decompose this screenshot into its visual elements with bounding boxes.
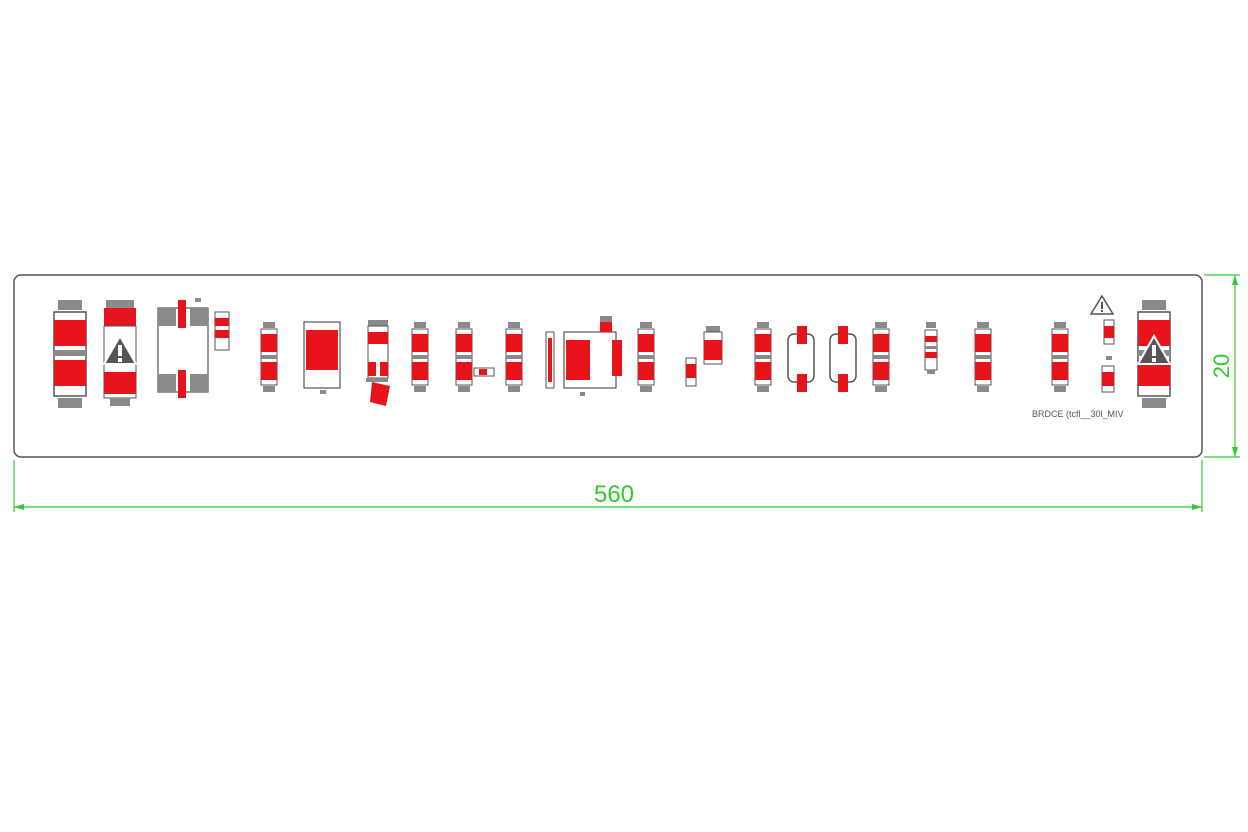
- width-label: 560: [594, 481, 634, 508]
- bracket-component-1: [787, 326, 815, 392]
- block-component: [303, 321, 341, 394]
- thin-component: [924, 322, 938, 374]
- component-1: [260, 321, 278, 393]
- big-component-left: [53, 299, 87, 409]
- component-with-warning: [103, 300, 137, 406]
- connector-component: [366, 320, 390, 406]
- frame-component: [157, 298, 209, 398]
- component-3: [505, 321, 523, 393]
- width-dimension: 560: [13, 460, 1203, 512]
- component-2: [411, 321, 429, 393]
- small-parts-with-warning: [1090, 295, 1115, 393]
- short-component: [703, 326, 723, 365]
- big-component-right: [1137, 299, 1171, 409]
- component-5: [754, 321, 772, 393]
- wide-block-component: [545, 316, 622, 396]
- height-label: 20: [1209, 354, 1234, 378]
- height-dimension: 20: [1204, 274, 1240, 458]
- panel-label: BRDCE (tcfl__30l_MIV: [1032, 409, 1124, 419]
- component-4: [637, 321, 655, 393]
- small-component: [214, 311, 230, 351]
- component-8: [1051, 321, 1069, 393]
- bracket-component-2: [829, 326, 857, 392]
- diode-component: [685, 357, 697, 387]
- component-layout: [53, 295, 1171, 409]
- component-with-resistor: [455, 321, 495, 393]
- component-6: [872, 321, 890, 393]
- component-7: [974, 321, 992, 393]
